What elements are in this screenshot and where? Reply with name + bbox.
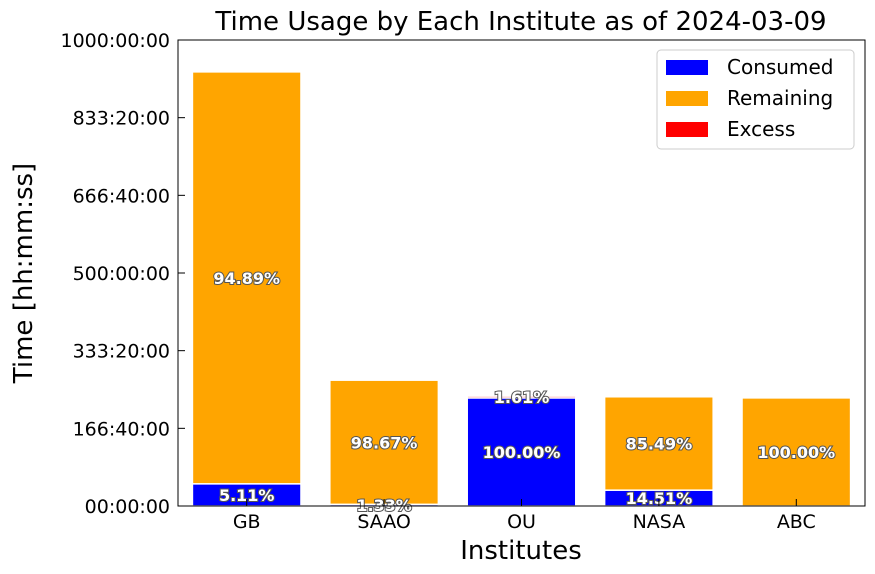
legend-label-excess: Excess bbox=[727, 117, 795, 141]
bar-consumed-ou bbox=[466, 397, 577, 507]
data-label: 1.61% bbox=[494, 388, 550, 407]
legend-label-consumed: Consumed bbox=[727, 55, 833, 79]
data-label: 98.67% bbox=[351, 433, 418, 452]
legend-swatch-excess bbox=[666, 122, 708, 137]
y-tick-label: 1000:00:00 bbox=[60, 30, 170, 52]
plot-frame bbox=[177, 39, 866, 507]
data-label: 85.49% bbox=[626, 434, 693, 453]
y-tick-label: 00:00:00 bbox=[85, 496, 170, 518]
legend: Consumed Remaining Excess bbox=[656, 49, 855, 150]
y-tick-label: 833:20:00 bbox=[73, 108, 170, 130]
x-tick-label: NASA bbox=[633, 511, 686, 533]
legend-swatch-consumed bbox=[666, 60, 708, 75]
chart-title: Time Usage by Each Institute as of 2024-… bbox=[214, 7, 826, 37]
bar-remaining-abc bbox=[741, 397, 852, 507]
x-tick-label: ABC bbox=[777, 511, 816, 533]
x-axis-title: Institutes bbox=[460, 536, 582, 566]
bar-remaining-nasa bbox=[603, 396, 714, 491]
legend-swatch-remaining bbox=[666, 91, 708, 106]
data-label: 100.00% bbox=[757, 443, 835, 462]
y-tick-label: 500:00:00 bbox=[73, 263, 170, 285]
y-tick-label: 166:40:00 bbox=[73, 418, 170, 440]
bar-remaining-saao bbox=[329, 379, 440, 506]
data-label: 14.51% bbox=[626, 489, 693, 508]
x-tick-label: GB bbox=[233, 511, 261, 533]
bar-remaining-gb bbox=[191, 71, 302, 485]
data-label: 94.89% bbox=[213, 269, 280, 288]
plot-area: 00:00:00 166:40:00 333:20:00 500:00:00 666:4… bbox=[60, 30, 852, 533]
bar-excess-ou bbox=[466, 395, 577, 399]
data-label: 5.11% bbox=[219, 486, 275, 505]
legend-label-remaining: Remaining bbox=[727, 86, 833, 110]
y-axis-title: Time [hh:mm:ss] bbox=[9, 163, 39, 384]
y-tick-label: 333:20:00 bbox=[73, 341, 170, 363]
y-tick-label: 666:40:00 bbox=[73, 185, 170, 207]
x-tick-label: SAAO bbox=[357, 511, 411, 533]
data-label: 100.00% bbox=[483, 443, 561, 462]
x-tick-label: OU bbox=[507, 511, 536, 533]
